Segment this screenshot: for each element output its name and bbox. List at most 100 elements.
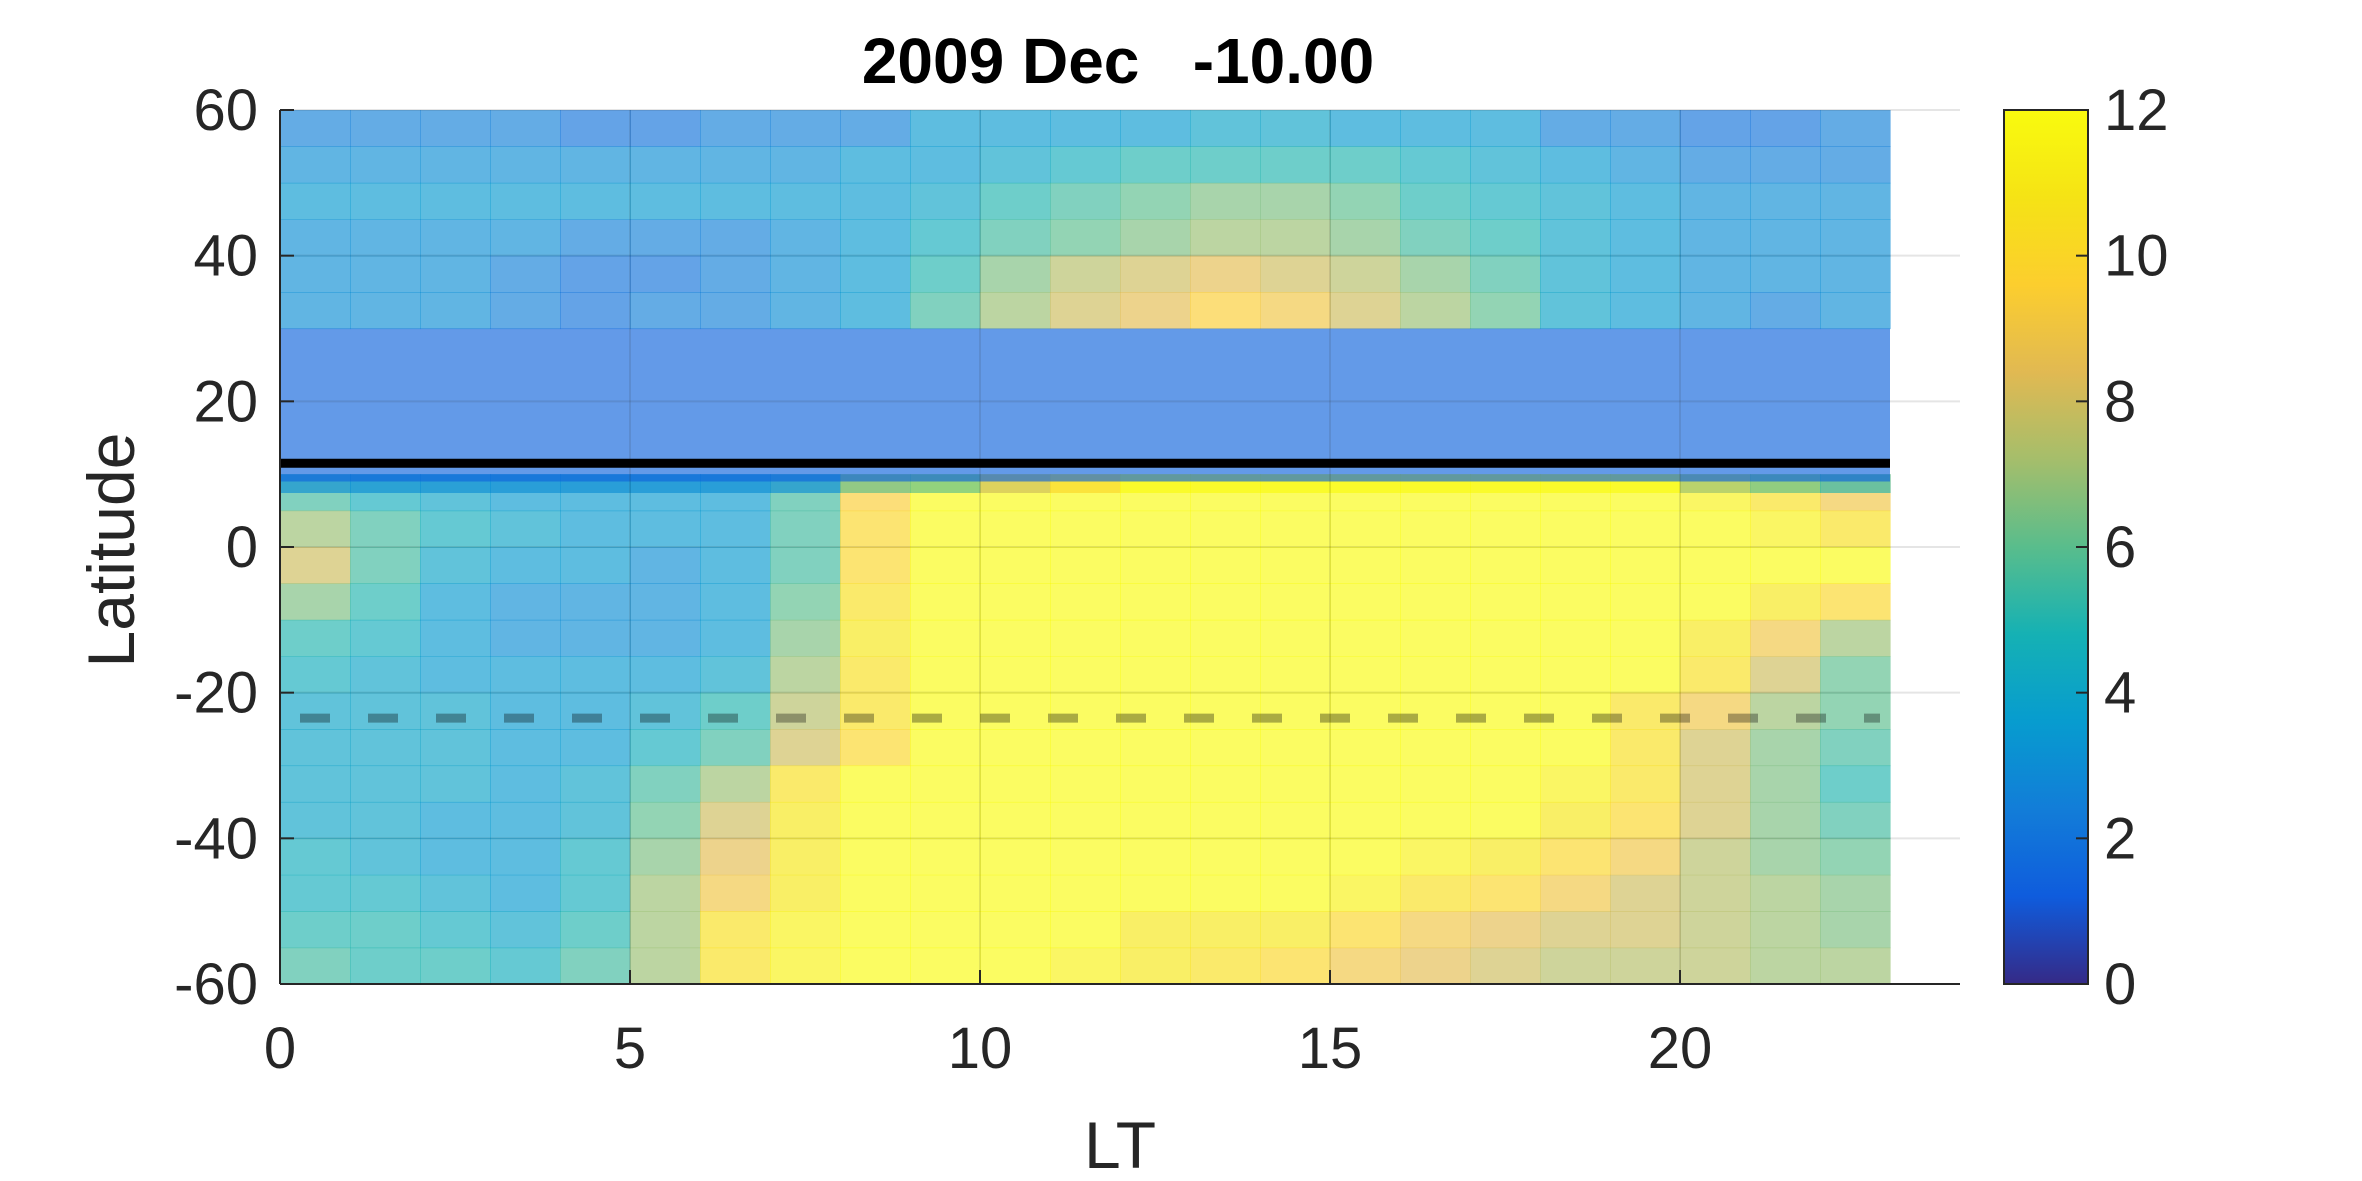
heatmap-cell bbox=[560, 219, 631, 257]
heatmap-cell bbox=[840, 947, 911, 985]
heatmap-cell bbox=[1120, 874, 1191, 912]
heatmap-cell bbox=[1400, 947, 1471, 985]
heatmap-cell bbox=[420, 838, 491, 876]
heatmap-cell bbox=[1050, 947, 1121, 985]
heatmap-cell bbox=[1330, 110, 1401, 147]
heatmap-cell bbox=[490, 729, 561, 767]
heatmap-cell bbox=[560, 547, 631, 584]
heatmap-cell bbox=[1260, 182, 1331, 220]
colorbar-tick-label: 0 bbox=[2104, 952, 2136, 1017]
heatmap-cell bbox=[490, 801, 561, 839]
heatmap-cell bbox=[1330, 801, 1401, 839]
heatmap-cell bbox=[1470, 947, 1541, 985]
heatmap-cell bbox=[280, 692, 351, 730]
heatmap-cell bbox=[420, 219, 491, 257]
heatmap-cell bbox=[840, 729, 911, 767]
heatmap-cell bbox=[280, 619, 351, 657]
heatmap-cell bbox=[770, 547, 841, 584]
heatmap-cell bbox=[350, 947, 421, 985]
heatmap-cell bbox=[630, 874, 701, 912]
heatmap-cell bbox=[490, 292, 561, 330]
x-tick-label: 5 bbox=[614, 1016, 646, 1081]
heatmap-cell bbox=[560, 583, 631, 621]
heatmap-cell bbox=[1330, 547, 1401, 584]
heatmap-cell bbox=[490, 874, 561, 912]
heatmap-cell bbox=[1610, 729, 1681, 767]
heatmap-cell bbox=[1610, 583, 1681, 621]
heatmap-cell bbox=[980, 692, 1051, 730]
heatmap-cell bbox=[910, 947, 981, 985]
heatmap-cell bbox=[1820, 110, 1891, 147]
heatmap-cell bbox=[1610, 692, 1681, 730]
heatmap-cell bbox=[350, 510, 421, 548]
heatmap-cell bbox=[700, 911, 771, 949]
heatmap-cell bbox=[1610, 801, 1681, 839]
heatmap-cell bbox=[1400, 874, 1471, 912]
heatmap-cell bbox=[1050, 146, 1121, 184]
heatmap-cell bbox=[910, 146, 981, 184]
heatmap-cell bbox=[1540, 547, 1611, 584]
heatmap-cell bbox=[910, 182, 981, 220]
heatmap-cell bbox=[700, 619, 771, 657]
heatmap-cell bbox=[1820, 219, 1891, 257]
heatmap-cell bbox=[1330, 219, 1401, 257]
heatmap-cell bbox=[770, 874, 841, 912]
heatmap-cell bbox=[1190, 801, 1261, 839]
heatmap-cell bbox=[1330, 255, 1401, 293]
heatmap-cell bbox=[1680, 292, 1751, 330]
heatmap-cell bbox=[560, 911, 631, 949]
heatmap-cell bbox=[700, 947, 771, 985]
heatmap-cell bbox=[1750, 547, 1821, 584]
heatmap-cell bbox=[490, 838, 561, 876]
heatmap-cell bbox=[420, 110, 491, 147]
heatmap-cell bbox=[630, 947, 701, 985]
heatmap-cell bbox=[1680, 255, 1751, 293]
heatmap-cell bbox=[1190, 765, 1261, 803]
heatmap-cell bbox=[420, 510, 491, 548]
heatmap-cell bbox=[630, 583, 701, 621]
heatmap-cell bbox=[1330, 874, 1401, 912]
heatmap-cell bbox=[910, 510, 981, 548]
heatmap-cell bbox=[1330, 146, 1401, 184]
heatmap-cell bbox=[700, 656, 771, 694]
heatmap-cell bbox=[560, 110, 631, 147]
heatmap-cell bbox=[840, 547, 911, 584]
heatmap-cell bbox=[420, 619, 491, 657]
heatmap-cell bbox=[350, 292, 421, 330]
heatmap-cell bbox=[1540, 838, 1611, 876]
heatmap-cell bbox=[1750, 110, 1821, 147]
heatmap-cell bbox=[350, 765, 421, 803]
heatmap-cell bbox=[700, 583, 771, 621]
heatmap-cell bbox=[1750, 583, 1821, 621]
heatmap-cell bbox=[280, 947, 351, 985]
heatmap-cell bbox=[770, 146, 841, 184]
heatmap-cell bbox=[1330, 838, 1401, 876]
heatmap-cell bbox=[980, 146, 1051, 184]
heatmap-cell bbox=[630, 510, 701, 548]
heatmap-cell bbox=[1750, 656, 1821, 694]
heatmap-cell bbox=[1400, 583, 1471, 621]
heatmap-cell bbox=[1750, 729, 1821, 767]
heatmap-cell bbox=[1190, 547, 1261, 584]
heatmap-cell bbox=[420, 292, 491, 330]
heatmap-cell bbox=[910, 547, 981, 584]
heatmap-cell bbox=[1750, 874, 1821, 912]
heatmap-cell bbox=[1190, 110, 1261, 147]
heatmap-cell bbox=[1540, 729, 1611, 767]
heatmap-cell bbox=[1400, 182, 1471, 220]
heatmap-cell bbox=[420, 947, 491, 985]
heatmap-cell bbox=[1260, 292, 1331, 330]
heatmap-cell bbox=[1540, 146, 1611, 184]
heatmap-cell bbox=[1820, 838, 1891, 876]
heatmap-cell bbox=[1750, 838, 1821, 876]
heatmap-cell bbox=[700, 110, 771, 147]
heatmap-cell bbox=[490, 510, 561, 548]
heatmap-cell bbox=[980, 292, 1051, 330]
heatmap-cell bbox=[630, 292, 701, 330]
heatmap-cell bbox=[1400, 911, 1471, 949]
heatmap-cell bbox=[1260, 656, 1331, 694]
heatmap-cell bbox=[770, 619, 841, 657]
heatmap-cell bbox=[980, 182, 1051, 220]
heatmap-cell bbox=[1190, 911, 1261, 949]
